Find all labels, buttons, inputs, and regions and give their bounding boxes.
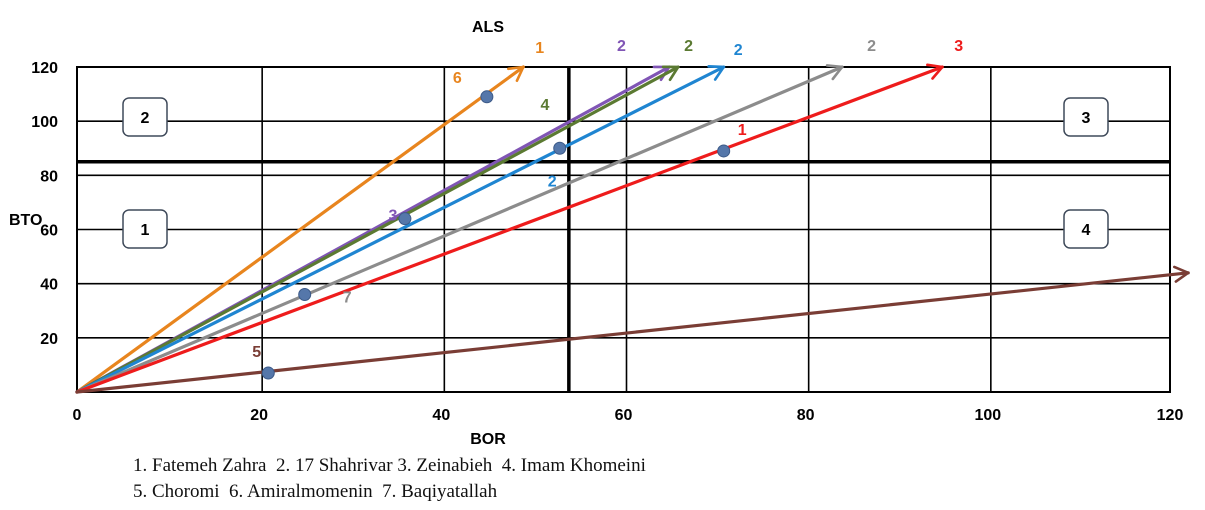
y-tick-label: 100 — [31, 114, 58, 131]
quadrant-box — [122, 97, 168, 137]
hospital-label: 2 — [548, 173, 557, 190]
hospital-label: 6 — [453, 70, 462, 87]
hospital-point — [480, 90, 494, 104]
hospital-point — [261, 366, 275, 380]
series-arrow — [75, 65, 680, 394]
x-tick-label: 20 — [250, 407, 268, 424]
series-end-label: 1 — [535, 40, 544, 57]
hospital-label: 1 — [738, 122, 747, 139]
series-end-label: 2 — [684, 38, 693, 55]
series-arrow — [75, 65, 726, 394]
quadrant-box — [1063, 209, 1109, 249]
hospital-point — [398, 212, 412, 226]
legend-caption-line-2: 5. Choromi 6. Amiralmomenin 7. Baqiyatal… — [133, 481, 498, 502]
series-arrow — [75, 265, 1190, 394]
legend-caption-line-1: 1. Fatemeh Zahra 2. 17 Shahrivar 3. Zein… — [133, 455, 646, 476]
quadrant-box — [122, 209, 168, 249]
series-arrow — [75, 63, 944, 394]
y-tick-label: 60 — [40, 223, 58, 240]
series-end-label: 2 — [617, 38, 626, 55]
y-axis-label: BTO — [9, 212, 42, 229]
series-arrow — [75, 65, 525, 394]
labels-layer: 0 20 40 60 80 100 120 20 40 60 80 100 120 ALS BOR BTO 1 2… — [9, 19, 1184, 448]
quadrant-label: 1 — [141, 222, 150, 239]
quadrant-label: 3 — [1082, 110, 1091, 127]
hospital-point — [553, 141, 567, 155]
x-tick-label: 80 — [797, 407, 815, 424]
hospital-label: 5 — [252, 344, 261, 361]
x-axis-label: BOR — [470, 431, 506, 448]
x-tick-label: 0 — [73, 407, 82, 424]
y-tick-label: 120 — [31, 60, 58, 77]
hospital-point — [298, 288, 312, 301]
x-tick-label: 120 — [1157, 407, 1184, 424]
x-tick-label: 60 — [615, 407, 633, 424]
y-tick-label: 20 — [40, 331, 58, 348]
performance-chart: 0 20 40 60 80 100 120 20 40 60 80 100 120 ALS BOR BTO 1 2… — [9, 19, 1190, 448]
chart-title: ALS — [472, 19, 504, 36]
points-layer — [261, 90, 731, 380]
series-end-label: 2 — [867, 38, 876, 55]
hospital-label: 7 — [343, 290, 352, 307]
hospital-label: 4 — [541, 97, 550, 114]
series-arrow — [75, 64, 844, 394]
grid — [76, 66, 1171, 393]
quadrant-label: 2 — [141, 110, 150, 127]
hospital-point — [717, 144, 731, 158]
quadrant-label: 4 — [1082, 222, 1091, 239]
series-layer — [75, 63, 1190, 394]
series-end-label: 2 — [734, 42, 743, 59]
hospital-label: 3 — [388, 208, 397, 225]
x-tick-label: 100 — [974, 407, 1001, 424]
x-tick-label: 40 — [432, 407, 450, 424]
y-tick-label: 80 — [40, 168, 58, 185]
y-tick-label: 40 — [40, 277, 58, 294]
quadrant-box — [1063, 97, 1109, 137]
series-end-label: 3 — [954, 38, 963, 55]
